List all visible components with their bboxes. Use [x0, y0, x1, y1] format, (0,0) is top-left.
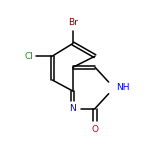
Text: Cl: Cl: [24, 52, 33, 61]
Text: NH: NH: [116, 83, 130, 92]
Text: Br: Br: [68, 18, 78, 27]
Text: N: N: [69, 104, 76, 113]
Text: O: O: [92, 125, 98, 134]
